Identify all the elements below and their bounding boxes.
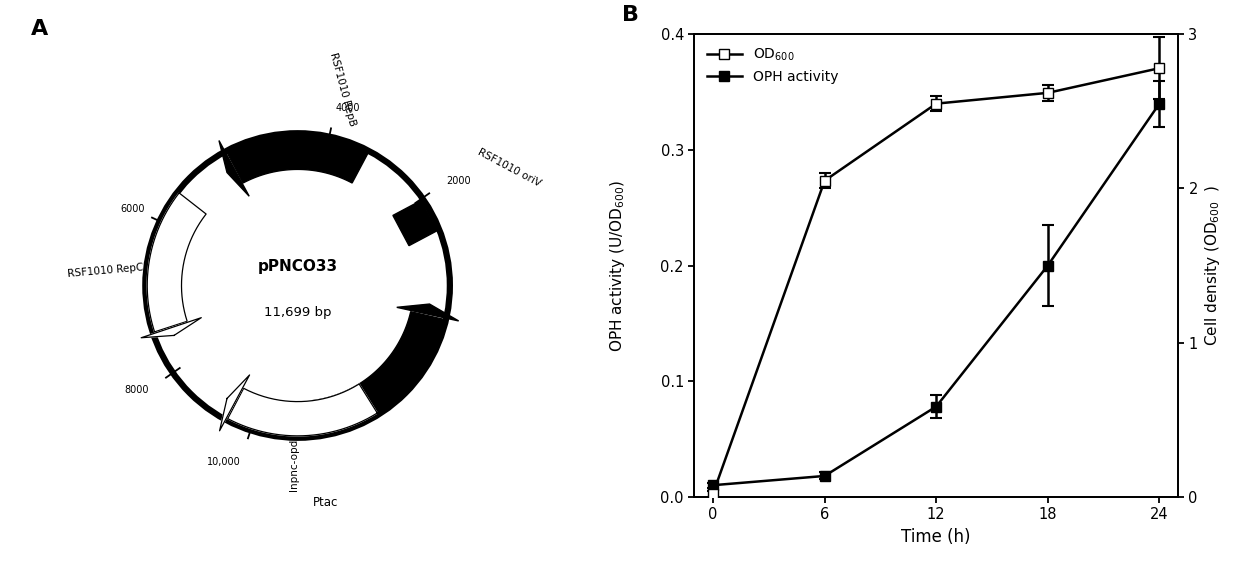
Polygon shape	[397, 304, 459, 321]
Polygon shape	[311, 312, 444, 435]
Polygon shape	[393, 200, 438, 246]
Text: RSF1010 oriV: RSF1010 oriV	[476, 147, 543, 189]
Polygon shape	[148, 193, 206, 332]
Legend: OD$_{600}$, OPH activity: OD$_{600}$, OPH activity	[702, 41, 843, 90]
Text: pPNCO33: pPNCO33	[258, 259, 337, 274]
Text: 4000: 4000	[335, 103, 360, 113]
Y-axis label: OPH activity (U/OD$_{600}$): OPH activity (U/OD$_{600}$)	[608, 179, 626, 352]
Text: RSF1010 RepC: RSF1010 RepC	[67, 262, 144, 279]
Text: 2000: 2000	[446, 176, 471, 186]
Polygon shape	[219, 375, 249, 431]
X-axis label: Time (h): Time (h)	[901, 528, 971, 546]
Y-axis label: Cell density (OD$_{600}$  ): Cell density (OD$_{600}$ )	[1203, 185, 1223, 346]
Polygon shape	[141, 317, 201, 338]
Text: 6000: 6000	[120, 204, 145, 214]
Polygon shape	[228, 384, 377, 436]
Text: 11,699 bp: 11,699 bp	[264, 305, 331, 319]
Text: 8000: 8000	[124, 385, 149, 395]
Text: 10,000: 10,000	[207, 457, 241, 467]
Text: lnpnc-opd: lnpnc-opd	[289, 439, 299, 490]
Text: Ptac: Ptac	[312, 496, 339, 509]
Polygon shape	[219, 140, 249, 196]
Text: A: A	[31, 19, 48, 39]
Text: B: B	[622, 5, 639, 25]
Polygon shape	[227, 135, 368, 183]
Text: RSF1010 RepB: RSF1010 RepB	[329, 51, 357, 127]
